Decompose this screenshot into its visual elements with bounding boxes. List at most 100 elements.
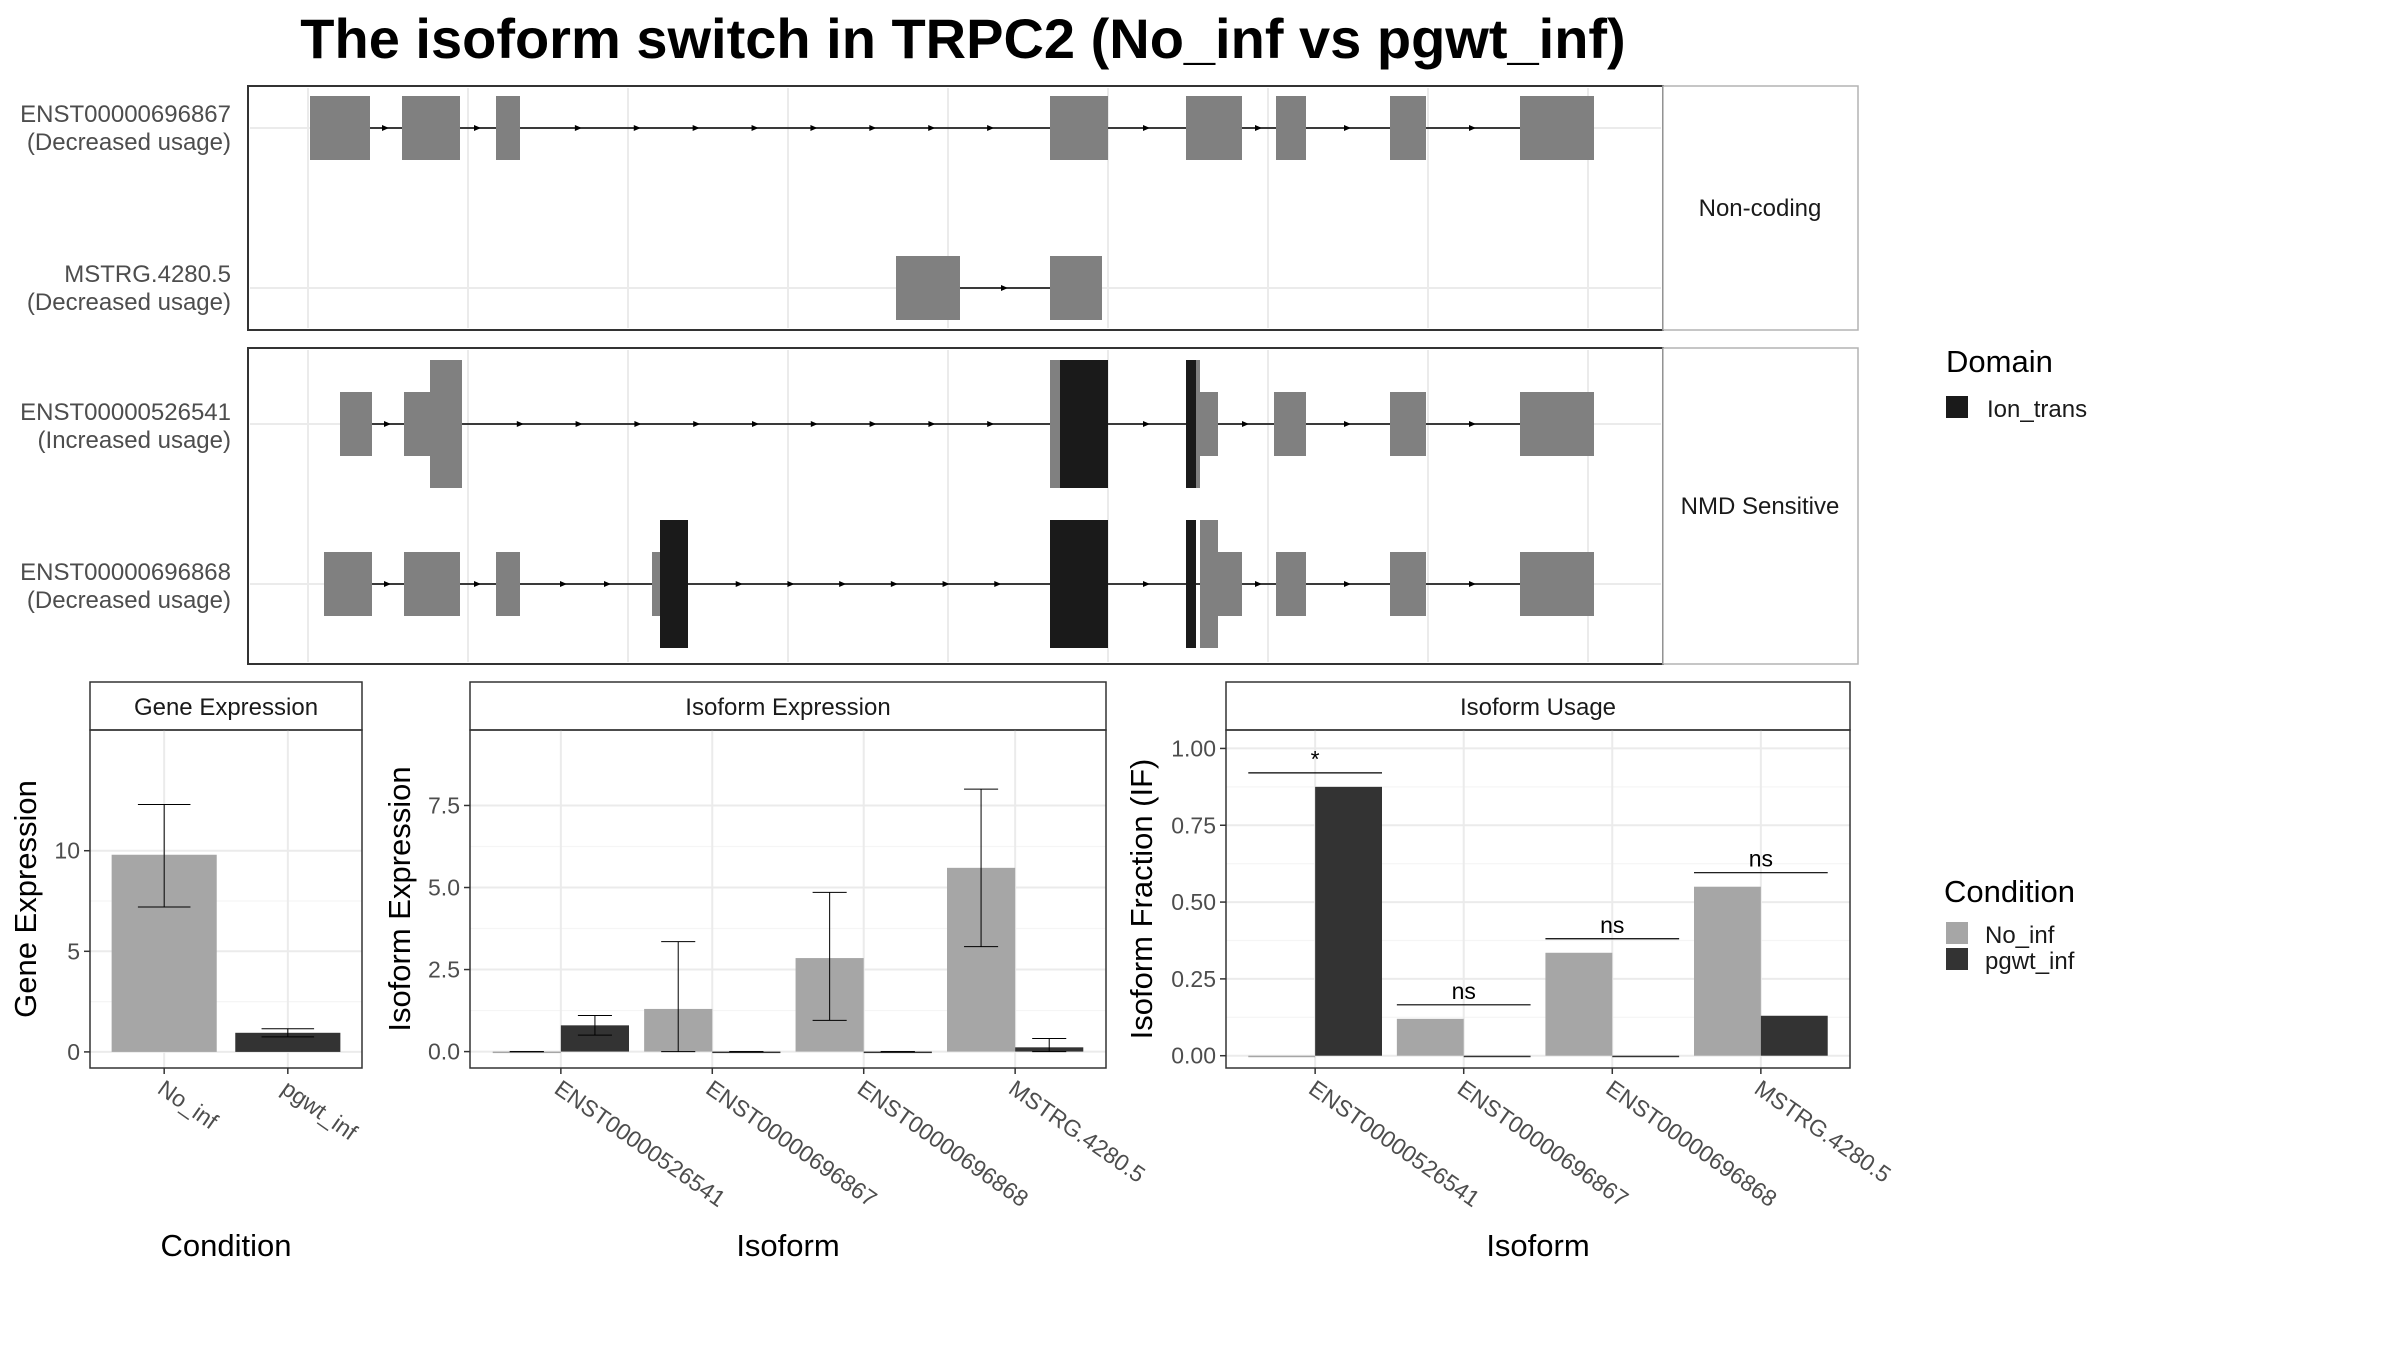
exon-enst00000696867 xyxy=(1276,96,1306,160)
plot-border-gene-expression xyxy=(89,729,363,1069)
y-axis-title-gene-expression: Gene Expression xyxy=(8,780,43,1018)
strand-arrow-enst00000526541 xyxy=(752,421,759,427)
exon-enst00000696867 xyxy=(1390,96,1426,160)
exon-enst00000526541 xyxy=(430,360,462,488)
domain-legend-key xyxy=(1946,396,1968,418)
isoform-label-enst00000696867: ENST00000696867 xyxy=(20,101,231,128)
strand-arrow-enst00000526541 xyxy=(693,421,701,427)
strand-arrow-enst00000696867 xyxy=(692,125,700,131)
strand-arrow-enst00000696868 xyxy=(787,581,795,587)
strand-arrow-enst00000696868 xyxy=(735,581,743,587)
exon-enst00000526541 xyxy=(1274,392,1306,456)
strand-arrow-enst00000696868 xyxy=(994,581,1002,587)
bar-gene-expression-pgwt_inf-single xyxy=(235,1032,341,1052)
bar-isoform-usage-ENST00000696868-pgwt_inf xyxy=(1612,1055,1680,1058)
y-tick-label: 5.0 xyxy=(428,875,460,901)
strand-arrow-enst00000696868 xyxy=(560,581,567,587)
strand-arrow-mstrg42805 xyxy=(1001,285,1008,291)
strand-arrow-enst00000696868 xyxy=(1344,581,1351,587)
strand-arrow-enst00000696867 xyxy=(869,125,877,131)
domain-legend-title: Domain xyxy=(1946,344,2053,379)
x-tick-label: pgwt_inf xyxy=(277,1075,363,1146)
y-tick-label: 1.00 xyxy=(1171,735,1216,761)
strand-arrow-enst00000526541 xyxy=(810,421,818,427)
strand-arrow-enst00000696867 xyxy=(1344,125,1351,131)
significance-label: * xyxy=(1311,746,1320,772)
strand-arrow-enst00000696868 xyxy=(890,581,898,587)
isoform-label-enst00000696868: ENST00000696868 xyxy=(20,559,231,586)
strand-arrow-enst00000696867 xyxy=(1255,125,1262,131)
exon-enst00000696868 xyxy=(496,552,520,616)
strand-arrow-enst00000526541 xyxy=(1469,421,1476,427)
bar-isoform-usage-ENST00000696867-pgwt_inf xyxy=(1463,1055,1531,1058)
bar-isoform-usage-ENST00000696868-No_inf xyxy=(1545,952,1613,1056)
y-tick-label: 0.50 xyxy=(1171,889,1216,915)
strand-arrow-enst00000696867 xyxy=(987,125,995,131)
strand-arrow-enst00000696867 xyxy=(574,125,582,131)
plot-border-isoform-usage xyxy=(1225,729,1851,1069)
exon-enst00000526541 xyxy=(404,392,430,456)
bar-isoform-usage-ENST00000526541-No_inf xyxy=(1248,1055,1316,1058)
strand-arrow-enst00000696867 xyxy=(1469,125,1476,131)
exon-enst00000696868 xyxy=(1200,520,1218,648)
strand-arrow-enst00000696867 xyxy=(474,125,481,131)
bar-isoform-usage-MSTRG.4280.5-No_inf xyxy=(1694,886,1761,1056)
exon-enst00000526541 xyxy=(340,392,372,456)
usage-label-enst00000696867: (Decreased usage) xyxy=(27,129,231,156)
exon-enst00000696868 xyxy=(324,552,372,616)
chart-title-isoform-expression: Isoform Expression xyxy=(685,694,890,721)
y-tick-label: 0.00 xyxy=(1171,1043,1216,1069)
exon-mstrg42805 xyxy=(896,256,960,320)
significance-label: ns xyxy=(1452,978,1476,1004)
y-axis-title-isoform-expression: Isoform Expression xyxy=(382,766,417,1031)
strand-arrow-enst00000526541 xyxy=(1242,421,1249,427)
exon-enst00000526541 xyxy=(1520,392,1594,456)
strip-label-nmd: NMD Sensitive xyxy=(1681,493,1840,520)
domain-ion-trans-enst00000696868 xyxy=(660,520,688,648)
y-tick-label: 0.0 xyxy=(428,1039,460,1065)
exon-enst00000696867 xyxy=(310,96,370,160)
strip-label-noncoding: Non-coding xyxy=(1699,195,1822,222)
significance-label: ns xyxy=(1749,846,1773,872)
bar-isoform-expression-ENST00000526541-No_inf xyxy=(492,1051,561,1054)
strand-arrow-enst00000696867 xyxy=(810,125,818,131)
y-tick-label: 0.25 xyxy=(1171,966,1216,992)
y-tick-label: 5 xyxy=(67,938,80,964)
bar-isoform-expression-ENST00000696868-pgwt_inf xyxy=(863,1051,932,1054)
chart-strip-gene-expression xyxy=(89,681,363,731)
x-tick-label: MSTRG.4280.5 xyxy=(1004,1075,1150,1188)
exon-enst00000696868 xyxy=(1276,552,1306,616)
exon-mstrg42805 xyxy=(1050,256,1102,320)
exon-enst00000696868 xyxy=(1520,552,1594,616)
condition-legend-key-no-inf xyxy=(1946,922,1968,944)
strand-arrow-enst00000696868 xyxy=(384,581,391,587)
isoform-label-mstrg42805: MSTRG.4280.5 xyxy=(64,261,231,288)
exon-enst00000696868 xyxy=(404,552,460,616)
condition-legend-title: Condition xyxy=(1944,874,2075,909)
x-axis-title-isoform-usage: Isoform xyxy=(1486,1228,1589,1263)
y-tick-label: 7.5 xyxy=(428,792,460,818)
usage-label-mstrg42805: (Decreased usage) xyxy=(27,289,231,316)
y-axis-title-isoform-usage: Isoform Fraction (IF) xyxy=(1124,759,1159,1040)
strand-arrow-enst00000526541 xyxy=(1344,421,1351,427)
exon-enst00000696867 xyxy=(1520,96,1594,160)
strand-arrow-enst00000526541 xyxy=(634,421,642,427)
usage-label-enst00000526541: (Increased usage) xyxy=(38,427,231,454)
isoform-label-enst00000526541: ENST00000526541 xyxy=(20,399,231,426)
exon-enst00000696867 xyxy=(496,96,520,160)
exon-enst00000696868 xyxy=(1390,552,1426,616)
isoform-structure-panel: Non-coding NMD Sensitive ENST00000696867… xyxy=(20,85,2087,665)
exon-enst00000696868 xyxy=(1218,552,1242,616)
strand-arrow-enst00000696868 xyxy=(1469,581,1476,587)
figure-title: The isoform switch in TRPC2 (No_inf vs p… xyxy=(300,7,1625,70)
strand-arrow-enst00000696867 xyxy=(751,125,759,131)
chart-isoform-usage: Isoform Usage * ns ns ns 0.00 0.25 0.50 0.75 1.00… xyxy=(1124,681,1896,1263)
bar-isoform-usage-ENST00000696867-No_inf xyxy=(1396,1018,1464,1056)
x-tick-label: MSTRG.4280.5 xyxy=(1750,1075,1896,1188)
strand-arrow-enst00000526541 xyxy=(1143,421,1150,427)
domain-ion-trans-enst00000696868 xyxy=(1050,520,1108,648)
domain-ion-trans-enst00000526541 xyxy=(1060,360,1108,488)
usage-label-enst00000696868: (Decreased usage) xyxy=(27,587,231,614)
chart-isoform-expression: Isoform Expression0.02.55.07.5ENST000005… xyxy=(382,681,1150,1263)
